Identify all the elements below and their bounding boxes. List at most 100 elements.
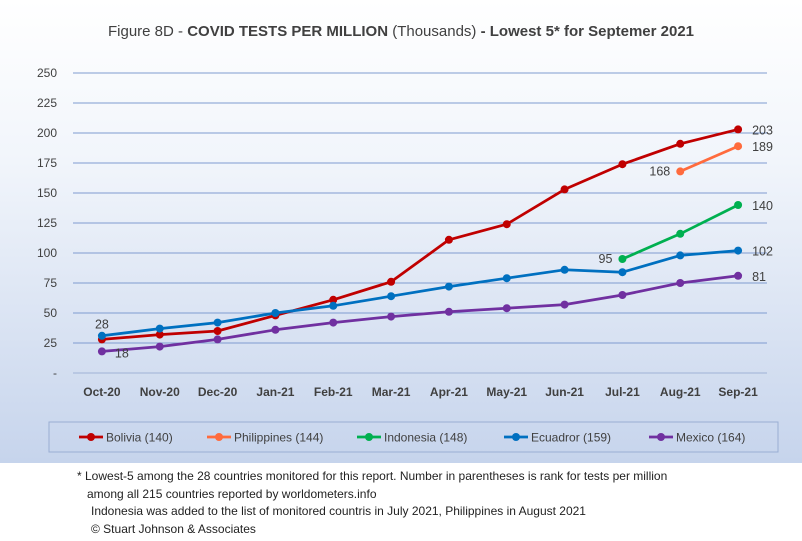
data-point [618, 160, 627, 169]
data-point [734, 142, 743, 151]
data-point [734, 271, 743, 280]
data-point [271, 325, 280, 334]
data-point [618, 268, 627, 277]
data-point [618, 291, 627, 299]
series-lines [97, 125, 743, 356]
legend-swatch-marker [657, 433, 665, 441]
series-line [100, 249, 740, 338]
data-point [329, 295, 338, 304]
legend-label: Indonesia (148) [384, 431, 467, 445]
footnote-line: Indonesia was added to the list of monit… [91, 504, 586, 518]
x-tick-label: Jun-21 [545, 385, 584, 399]
legend-label: Bolivia (140) [106, 431, 173, 445]
series-line [678, 144, 740, 173]
data-point [329, 318, 338, 327]
footnote: * Lowest-5 among the 28 countries monito… [0, 468, 802, 538]
legend-swatch-marker [215, 433, 223, 441]
data-point [734, 201, 743, 209]
data-point [502, 274, 511, 283]
data-point [444, 307, 453, 316]
data-label: 168 [649, 164, 670, 178]
x-tick-label: Aug-21 [660, 385, 701, 399]
data-labels: 28 18 95 168 203 189 140 102 81 [95, 123, 773, 360]
data-point [97, 347, 106, 356]
title-part: (Thousands) [388, 23, 481, 40]
x-tick-label: Apr-21 [430, 385, 468, 399]
data-point [155, 330, 164, 339]
x-tick-label: Nov-20 [140, 385, 180, 399]
title-part: Figure 8D - [108, 23, 187, 40]
y-tick-label: 125 [37, 216, 57, 230]
legend-entry: Philippines (144) [207, 431, 323, 445]
legend-swatch-marker [365, 433, 373, 441]
legend-label: Philippines (144) [234, 431, 323, 445]
y-tick-label: 50 [44, 306, 58, 320]
data-point [387, 292, 396, 301]
data-point [387, 277, 396, 286]
data-label: 189 [752, 140, 773, 154]
data-point [734, 125, 743, 134]
legend-entry: Mexico (164) [649, 431, 745, 445]
footnote-line: among all 215 countries reported by worl… [87, 486, 377, 501]
y-tick-label: 175 [37, 156, 57, 170]
line-chart: Figure 8D - COVID TESTS PER MILLION (Tho… [37, 23, 779, 453]
footnote-line: * Lowest-5 among the 28 countries monito… [77, 469, 668, 483]
data-label: 95 [599, 252, 613, 266]
data-label: 81 [752, 270, 766, 284]
data-point [618, 255, 627, 263]
series-line [100, 274, 740, 353]
y-tick-label: 225 [37, 96, 57, 110]
data-point [387, 312, 396, 321]
data-point [97, 331, 106, 340]
data-label: 28 [95, 317, 109, 331]
series-line [100, 128, 740, 341]
x-tick-label: Mar-21 [372, 385, 411, 399]
data-point [560, 265, 569, 274]
data-point [502, 304, 511, 313]
legend-label: Ecuadror (159) [531, 431, 611, 445]
series-group [97, 246, 743, 340]
data-point [444, 282, 453, 291]
legend-label: Mexico (164) [676, 431, 745, 445]
data-point [676, 229, 685, 238]
y-tick-label: 25 [44, 336, 58, 350]
data-label: 102 [752, 245, 773, 259]
series-group [97, 125, 743, 344]
data-point [213, 335, 222, 344]
data-label: 18 [115, 346, 129, 360]
data-label: 203 [752, 123, 773, 137]
data-point [676, 251, 685, 260]
series-group [676, 142, 743, 176]
data-point [155, 324, 164, 333]
data-point [676, 167, 685, 176]
legend-entry: Indonesia (148) [357, 431, 467, 445]
chart-title: Figure 8D - COVID TESTS PER MILLION (Tho… [108, 23, 694, 40]
x-tick-label: Jul-21 [605, 385, 640, 399]
title-part: - Lowest 5* for Septemer 2021 [481, 23, 694, 40]
data-point [676, 139, 685, 148]
legend-swatch-marker [87, 433, 95, 441]
y-axis-ticks: - 25 50 75 100 125 150 175 200 225 250 [37, 66, 57, 380]
x-axis-ticks: Oct-20 Nov-20 Dec-20 Jan-21 Feb-21 Mar-21 Apr-… [83, 385, 758, 399]
data-label: 140 [752, 199, 773, 213]
data-point [676, 279, 685, 287]
data-point [444, 235, 453, 244]
legend-box [48, 421, 779, 453]
legend-entry: Bolivia (140) [79, 431, 173, 445]
y-tick-label: - [53, 366, 57, 380]
data-point [329, 301, 338, 310]
series-group [618, 201, 743, 263]
data-point [560, 185, 569, 194]
data-point [213, 318, 222, 327]
data-point [502, 220, 511, 229]
x-tick-label: Dec-20 [198, 385, 238, 399]
copyright-line: © Stuart Johnson & Associates [91, 521, 256, 536]
y-tick-label: 100 [37, 246, 57, 260]
x-tick-label: May-21 [486, 385, 527, 399]
chart-panel: Figure 8D - COVID TESTS PER MILLION (Tho… [0, 0, 802, 463]
data-point [155, 342, 164, 351]
legend: Bolivia (140) Philippines (144) Indonesia … [48, 421, 779, 453]
data-point [734, 246, 743, 255]
x-tick-label: Sep-21 [718, 385, 758, 399]
legend-swatch-marker [512, 433, 520, 441]
